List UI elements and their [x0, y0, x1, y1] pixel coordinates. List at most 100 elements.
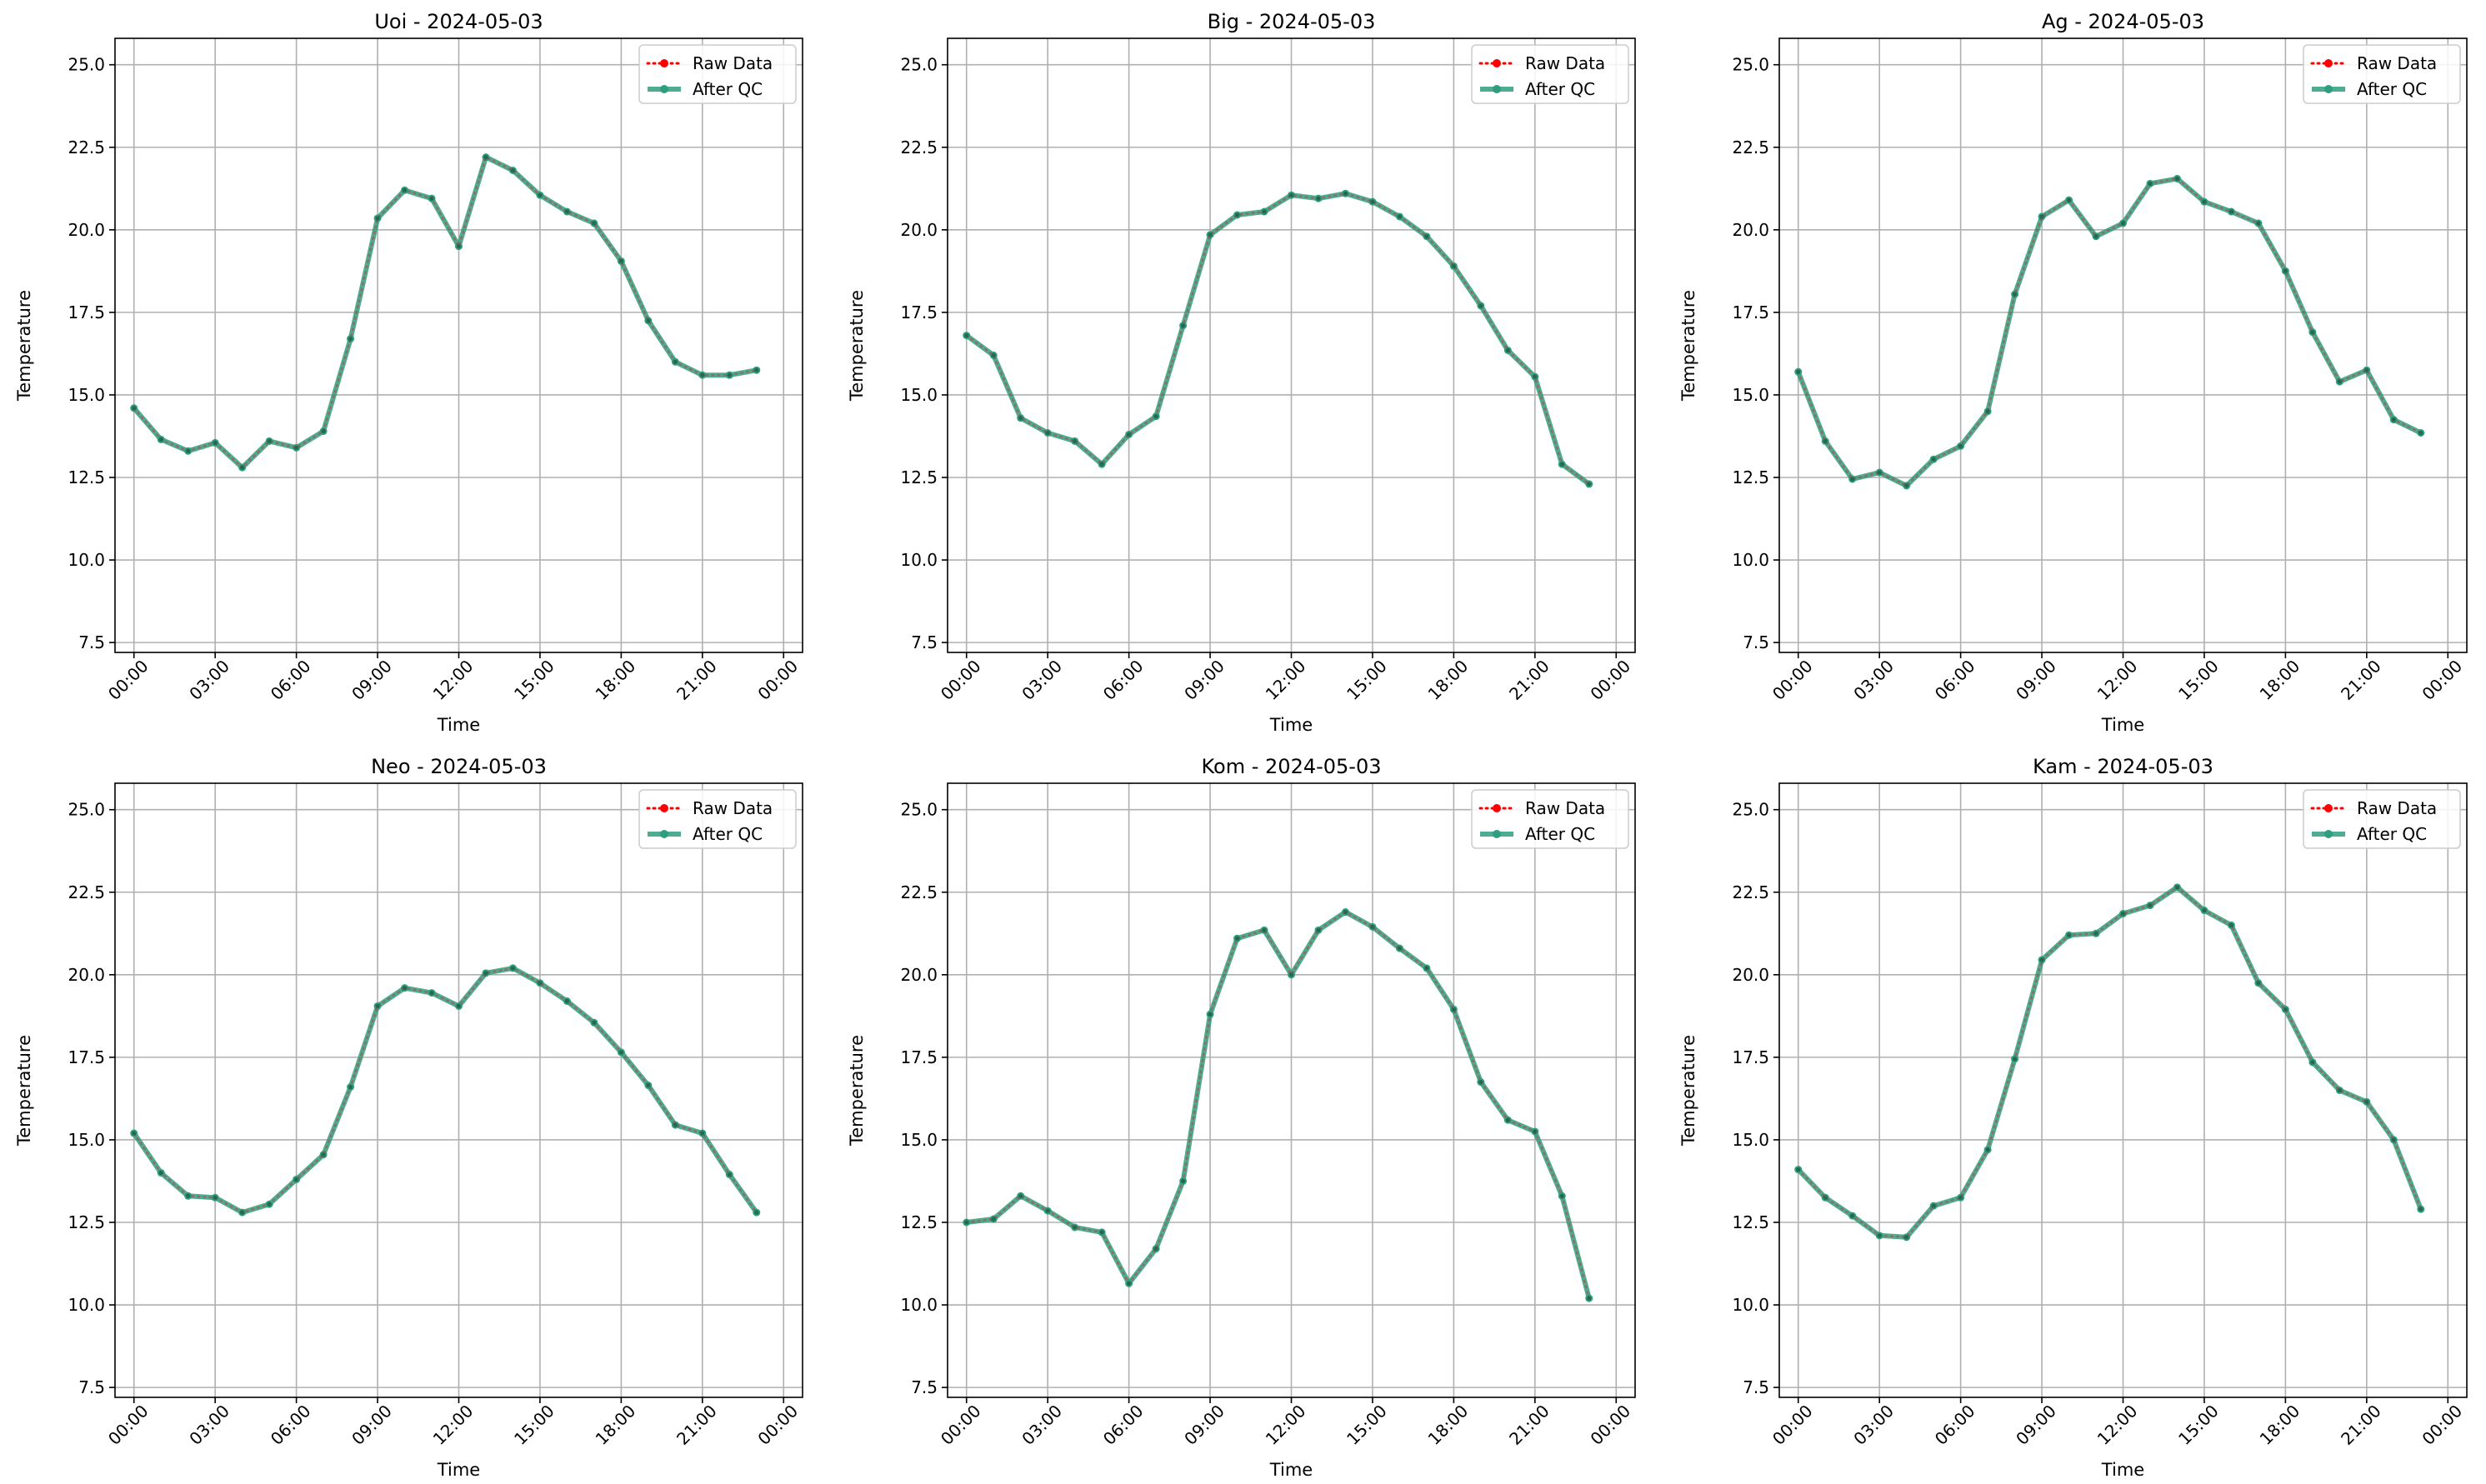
y-tick-label: 25.0	[900, 55, 938, 75]
y-tick-label: 20.0	[68, 965, 105, 985]
y-tick-label: 22.5	[1732, 882, 1769, 902]
y-tick-label: 7.5	[911, 1377, 938, 1397]
raw-data-point	[2364, 1099, 2369, 1104]
raw-data-point	[158, 1170, 163, 1176]
x-tick-label: 03:00	[185, 1401, 233, 1449]
legend-qc-label: After QC	[1525, 824, 1595, 844]
legend-raw-marker	[2324, 59, 2333, 67]
x-tick-label: 12:00	[1262, 656, 1310, 704]
x-tick-label: 06:00	[1931, 1401, 1979, 1449]
x-tick-label: 06:00	[1099, 656, 1148, 704]
raw-data-point	[2202, 907, 2207, 913]
x-tick-label: 18:00	[592, 656, 640, 704]
raw-data-point	[1958, 443, 1963, 448]
raw-data-point	[2202, 199, 2207, 204]
raw-data-point	[564, 998, 570, 1004]
raw-data-point	[1208, 232, 1213, 237]
y-tick-label: 7.5	[911, 632, 938, 652]
chart-title: Uoi - 2024-05-03	[374, 10, 543, 33]
y-tick-label: 10.0	[1732, 1295, 1769, 1315]
x-tick-label: 03:00	[185, 656, 233, 704]
raw-data-point	[1505, 347, 1510, 353]
raw-data-point	[646, 1082, 651, 1088]
raw-data-point	[348, 336, 353, 342]
raw-data-point	[213, 1195, 218, 1200]
legend-raw-label: Raw Data	[2357, 798, 2437, 818]
raw-data-point	[294, 445, 299, 450]
legend-qc-marker	[2324, 85, 2333, 93]
y-tick-label: 22.5	[68, 137, 105, 157]
x-tick-label: 00:00	[104, 656, 153, 704]
raw-data-point	[1823, 438, 1828, 444]
raw-data-point	[294, 1177, 299, 1182]
raw-data-point	[2391, 417, 2396, 422]
raw-data-point	[1316, 927, 1321, 932]
raw-data-point	[1073, 1225, 1078, 1230]
raw-data-point	[1045, 1208, 1050, 1213]
x-tick-label: 15:00	[510, 1401, 558, 1449]
x-tick-label: 09:00	[348, 1401, 396, 1449]
raw-data-point	[1262, 927, 1267, 932]
raw-data-point	[1904, 483, 1909, 488]
subplot-6: 7.5 10.0 12.5 15.0 17.5 20.0 22.5 25.0 00:00 03:0…	[1678, 755, 2468, 1480]
raw-data-point	[1370, 924, 1375, 929]
raw-data-point	[1796, 369, 1801, 374]
legend-raw-marker	[660, 59, 668, 67]
raw-data-point	[1127, 1281, 1132, 1286]
y-tick-label: 22.5	[68, 882, 105, 902]
raw-data-point	[348, 1084, 353, 1090]
series-after-qc-line	[966, 909, 1592, 1299]
raw-data-point	[1288, 972, 1294, 977]
x-tick-label: 00:00	[753, 1401, 802, 1449]
raw-data-point	[1045, 430, 1050, 436]
raw-data-point	[1153, 414, 1158, 419]
series-raw-data-line	[133, 155, 758, 469]
y-tick-label: 15.0	[68, 1130, 105, 1150]
legend-qc-label: After QC	[1525, 79, 1595, 99]
x-tick-label: 00:00	[1586, 656, 1634, 704]
y-tick-label: 22.5	[1732, 137, 1769, 157]
x-tick-label: 03:00	[1849, 1401, 1898, 1449]
raw-data-point	[2148, 181, 2153, 186]
x-tick-label: 06:00	[1099, 1401, 1148, 1449]
legend: Raw Data After QC	[1471, 44, 1629, 104]
raw-data-point	[1099, 1230, 1104, 1235]
raw-data-point	[1370, 199, 1375, 204]
legend-qc-marker	[1493, 830, 1501, 838]
plot-frame	[1778, 37, 2468, 653]
x-tick-label: 00:00	[937, 1401, 985, 1449]
raw-data-point	[2228, 922, 2234, 927]
raw-data-point	[213, 440, 218, 445]
raw-data-point	[1127, 432, 1132, 437]
legend-qc-label: After QC	[693, 824, 763, 844]
raw-data-point	[1018, 1193, 1023, 1198]
raw-data-point	[1073, 438, 1078, 444]
series-after-qc-line	[1795, 176, 2423, 488]
raw-data-point	[1985, 1147, 1990, 1152]
x-tick-label: 12:00	[2093, 1401, 2142, 1449]
raw-data-point	[964, 1220, 969, 1225]
raw-data-point	[2039, 957, 2044, 962]
y-tick-label: 7.5	[1743, 632, 1769, 652]
x-tick-label: 15:00	[510, 656, 558, 704]
y-tick-label: 25.0	[1732, 800, 1769, 820]
raw-data-point	[402, 986, 408, 991]
y-tick-label: 17.5	[900, 302, 938, 322]
x-tick-label: 00:00	[2418, 1401, 2466, 1449]
raw-data-point	[700, 1131, 705, 1136]
raw-data-point	[2364, 367, 2369, 372]
raw-data-point	[1559, 462, 1564, 467]
raw-data-point	[186, 1193, 191, 1198]
legend-qc-marker	[2324, 830, 2333, 838]
raw-data-point	[1451, 1007, 1456, 1012]
raw-data-point	[1931, 1203, 1936, 1208]
y-tick-label: 17.5	[68, 1047, 105, 1067]
raw-data-point	[2066, 197, 2072, 202]
legend-qc-marker	[660, 85, 668, 93]
x-axis-label: Time	[1269, 1460, 1313, 1480]
raw-data-point	[2418, 1207, 2423, 1212]
y-tick-label: 15.0	[900, 1130, 938, 1150]
x-tick-label: 00:00	[104, 1401, 153, 1449]
x-tick-label: 12:00	[2093, 656, 2142, 704]
